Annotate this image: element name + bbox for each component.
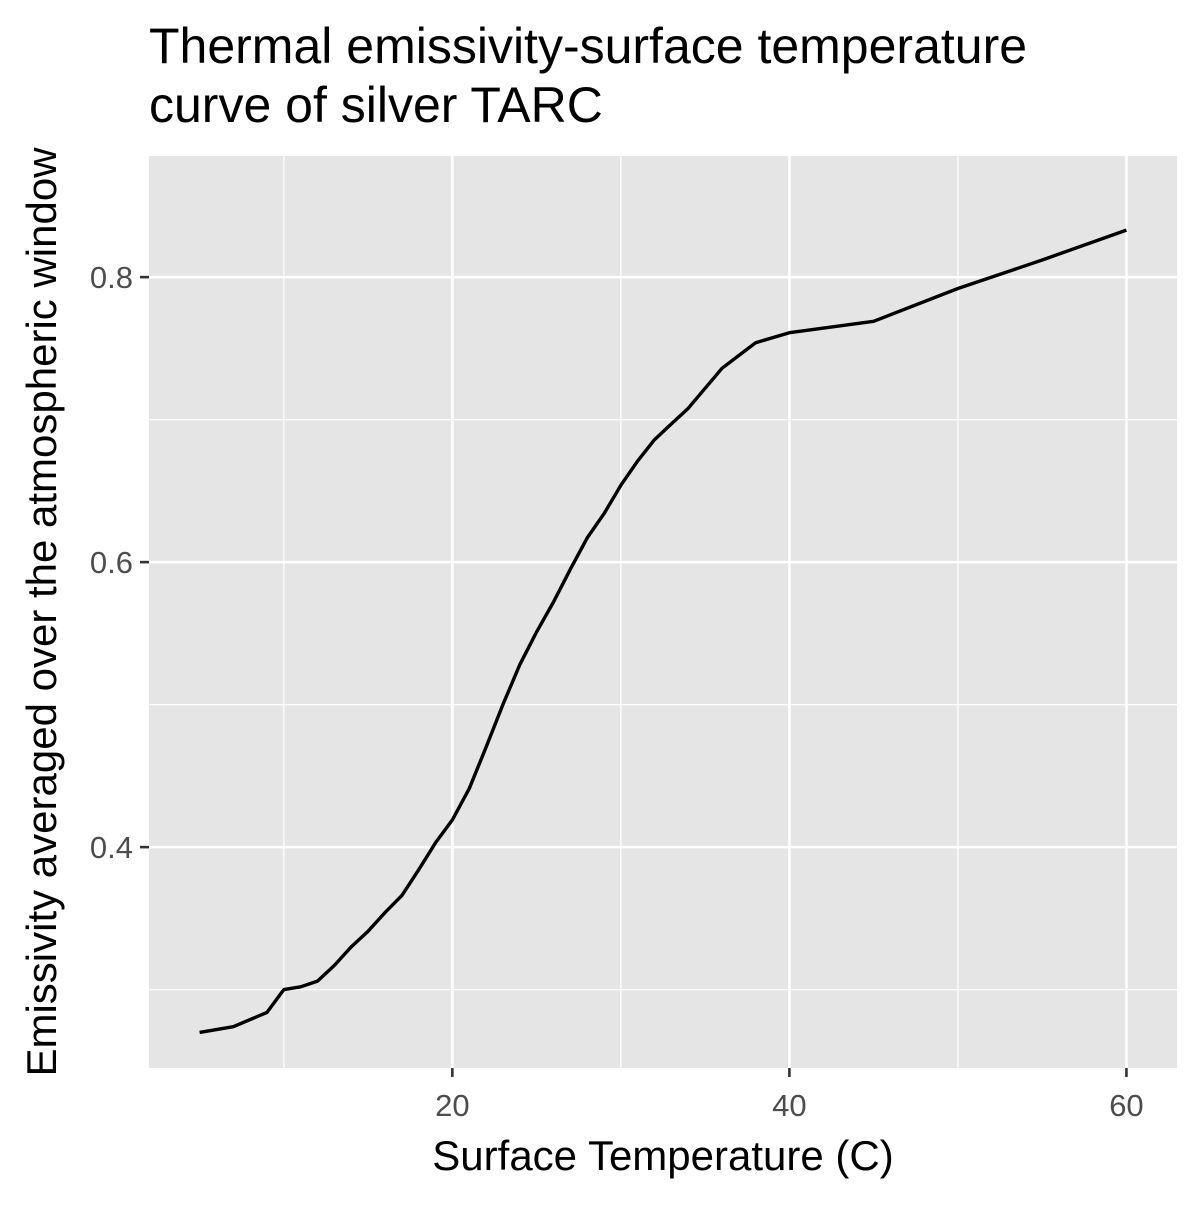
data-series-layer [199,228,1127,1035]
data-series-line [199,228,1127,1035]
y-tick-label: 0.6 [90,545,133,580]
chart-title: Thermal emissivity-surface temperature c… [149,18,1027,133]
major-grid-lines [149,156,1177,1068]
chart-title-line-2: curve of silver TARC [149,77,603,133]
x-tick-label: 60 [1109,1088,1143,1123]
y-tick-label: 0.4 [90,830,133,865]
y-axis-title: Emissivity averaged over the atmospheric… [18,147,65,1077]
plot-panel-background [149,156,1177,1068]
minor-grid-lines [149,156,1177,1068]
x-axis-title: Surface Temperature (C) [432,1132,893,1179]
x-axis: 20 40 60 [435,1068,1144,1123]
y-axis: 0.4 0.6 0.8 [90,260,149,865]
x-tick-label: 20 [435,1088,469,1123]
y-tick-label: 0.8 [90,260,133,295]
chart-title-line-1: Thermal emissivity-surface temperature [149,18,1027,74]
x-tick-label: 40 [772,1088,806,1123]
